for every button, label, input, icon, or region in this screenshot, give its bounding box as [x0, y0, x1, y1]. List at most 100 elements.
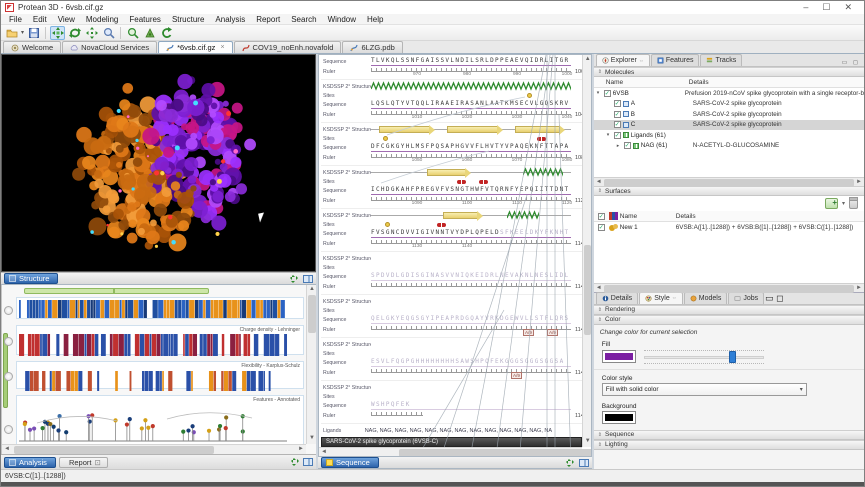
tree-expander-icon[interactable]: ▸ [616, 142, 620, 149]
doc-tab-6lzg-pdb[interactable]: 6LZG.pdb [342, 41, 403, 53]
move-icon[interactable] [84, 26, 99, 40]
run-export-icon[interactable] [142, 26, 157, 40]
surfaces-section-header[interactable]: Surfaces [593, 186, 864, 196]
doc-tab--6vsb-cif-gz[interactable]: *6vsb.cif.gz × [158, 41, 233, 53]
sequence-section-header[interactable]: Sequence [593, 429, 864, 440]
sequence-hscrollbar[interactable]: ◄► [319, 447, 591, 456]
tree-checkbox[interactable]: ✓ [613, 121, 621, 129]
analysis-side-handle[interactable] [3, 333, 8, 408]
menu-help[interactable]: Help [367, 14, 384, 24]
surfaces-checkbox-header[interactable]: ✓ [597, 212, 605, 220]
tab-detach-icon[interactable]: ⇔ [671, 295, 677, 301]
expand-icon[interactable] [565, 458, 575, 468]
panel-layout-icon[interactable] [578, 458, 589, 468]
tab-models[interactable]: Models [683, 291, 728, 304]
tree-checkbox[interactable]: ✓ [613, 131, 621, 139]
color-style-select[interactable]: Fill with solid color ▾ [601, 382, 807, 396]
surfaces-name-header[interactable]: Name [619, 212, 638, 220]
menu-report[interactable]: Report [256, 14, 281, 24]
tab-close-icon[interactable]: × [220, 44, 225, 51]
minimize-button[interactable]: – [803, 2, 809, 12]
tree-row-ligands-61-[interactable]: ▾ ✓ Ligands (61) [594, 130, 864, 141]
sequence-vscrollbar[interactable]: ▲ ▼ [581, 55, 591, 447]
doc-tab-cov19-noenh-novafold[interactable]: COV19_noEnh.novafold [233, 41, 342, 53]
fill-opacity-slider[interactable] [643, 349, 764, 365]
menu-file[interactable]: File [9, 14, 22, 24]
rotate-icon[interactable] [67, 26, 82, 40]
3d-viewport[interactable] [1, 54, 316, 272]
analysis-tab[interactable]: Analysis [4, 456, 56, 468]
name-column-header[interactable]: Name [605, 78, 624, 86]
panel-window-buttons[interactable]: ▭ ◻ [841, 60, 860, 66]
maximize-button[interactable]: ☐ [822, 2, 831, 12]
menu-edit[interactable]: Edit [32, 14, 47, 24]
save-icon[interactable] [26, 26, 41, 40]
delete-surface-button[interactable] [849, 197, 858, 209]
open-dropdown-icon[interactable]: ▾ [21, 30, 25, 36]
tree-checkbox[interactable]: ✓ [613, 110, 621, 118]
tree-row-nag-61-[interactable]: ▸ ✓ NAG (61) N-ACETYL-D-GLUCOSAMINE [594, 141, 864, 152]
panel-window-buttons[interactable]: ▭ ◻ [765, 292, 784, 303]
background-color-swatch[interactable] [601, 410, 636, 424]
tree-checkbox[interactable]: ✓ [613, 100, 621, 108]
doc-tab-novacloud-services[interactable]: NovaCloud Services [62, 41, 158, 53]
rendering-section-header[interactable]: Rendering [593, 304, 864, 315]
menu-view[interactable]: View [57, 14, 75, 24]
report-tab[interactable]: Report ⊡ [58, 456, 108, 468]
menu-search[interactable]: Search [291, 14, 317, 24]
sequence-view[interactable]: Sequence TLVKQLSSNFGAISSVLNDILSRLDPPEAEVQ… [318, 54, 592, 456]
tab-style[interactable]: Style ⇔ [639, 291, 683, 304]
menu-modeling[interactable]: Modeling [85, 14, 119, 24]
tab-detach-icon[interactable]: ⇔ [638, 57, 644, 64]
analysis-hscrollbar[interactable]: ◄ ► [2, 444, 306, 454]
expand-icon[interactable] [290, 457, 300, 467]
menu-features[interactable]: Features [129, 14, 161, 24]
tree-row-b[interactable]: ✓ B SARS-CoV-2 spike glycoprotein [594, 109, 864, 120]
menu-structure[interactable]: Structure [171, 14, 205, 24]
slider-handle[interactable] [728, 350, 736, 363]
track-3[interactable]: Flexibility - Karplus-Schulz [4, 361, 304, 391]
analysis-vscrollbar[interactable]: ▲ ▼ [306, 285, 316, 444]
fill-color-swatch[interactable] [601, 350, 636, 363]
track-2[interactable]: Charge density - Lehninger [4, 325, 304, 356]
tree-checkbox[interactable]: ✓ [623, 142, 631, 150]
surfaces-hscrollbar[interactable]: ◄ ► [593, 282, 864, 293]
track-settings-icon[interactable] [4, 306, 13, 315]
lighting-section-header[interactable]: Lighting [593, 439, 864, 450]
structure-button[interactable]: Structure [4, 273, 59, 284]
panel-layout-icon[interactable] [303, 457, 313, 467]
add-surface-dropdown[interactable]: ▾ [841, 201, 845, 207]
tree-expander-icon[interactable]: ▾ [606, 132, 610, 139]
tab-features[interactable]: Features [650, 54, 700, 66]
zoom-magnifier-icon[interactable] [101, 26, 116, 40]
tree-expander-icon[interactable]: ▾ [596, 90, 600, 97]
close-button[interactable]: ✕ [844, 2, 852, 12]
tab-jobs[interactable]: Jobs [728, 291, 765, 304]
doc-tab-welcome[interactable]: Welcome [3, 41, 62, 53]
magnifier-green-icon[interactable] [125, 26, 140, 40]
menu-window[interactable]: Window [327, 14, 357, 24]
tree-row-a[interactable]: ✓ A SARS-CoV-2 spike glycoprotein [594, 99, 864, 110]
track-settings-icon[interactable] [4, 372, 13, 382]
tree-row-c[interactable]: ✓ C SARS-CoV-2 spike glycoprotein [593, 119, 864, 130]
track-1[interactable] [4, 297, 304, 319]
tab-tracks[interactable]: Tracks [700, 54, 743, 66]
undo-rotate-icon[interactable] [159, 26, 174, 40]
color-section-header[interactable]: Color [593, 314, 864, 325]
expand-icon[interactable] [289, 274, 299, 284]
panel-layout-icon[interactable] [303, 274, 313, 284]
tree-row-6vsb[interactable]: ▾ ✓ 6VSB Prefusion 2019-nCoV spike glycopro… [594, 88, 864, 99]
analysis-range-slider[interactable] [24, 288, 209, 294]
add-surface-button[interactable] [824, 198, 838, 209]
molecules-hscrollbar[interactable]: ◄ ► [593, 177, 864, 187]
open-folder-icon[interactable] [4, 26, 19, 40]
molecules-section-header[interactable]: Molecules [593, 67, 864, 77]
tab-explorer[interactable]: Explorer ⇔ [595, 54, 650, 66]
track-settings-icon[interactable] [4, 337, 13, 347]
track-settings-icon[interactable] [4, 424, 13, 434]
sequence-button[interactable]: Sequence [321, 457, 379, 468]
surfaces-details-header[interactable]: Details [675, 212, 696, 220]
surface-row[interactable]: ✓ New 1 6VSB:A([1]..[1288]) + 6VSB:B([1]… [597, 223, 854, 232]
tree-checkbox[interactable]: ✓ [603, 89, 611, 97]
details-column-header[interactable]: Details [688, 78, 709, 86]
